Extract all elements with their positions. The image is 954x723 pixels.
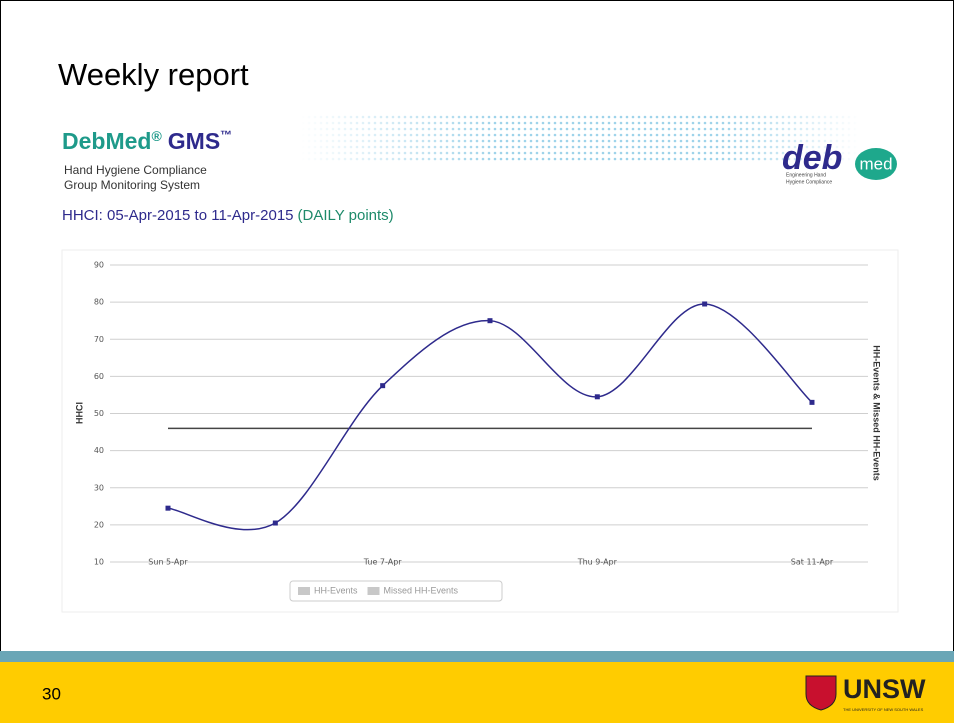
brand-reg: ®: [151, 128, 162, 144]
legend-swatch: [367, 587, 380, 595]
brand-product: GMS: [168, 128, 220, 154]
y-tick-label: 80: [94, 298, 104, 307]
mode-text: (DAILY points): [298, 207, 394, 224]
y-tick-label: 90: [94, 261, 104, 270]
y-tick-label: 50: [94, 409, 104, 418]
x-tick-label: Sat 11-Apr: [791, 558, 834, 567]
x-tick-label: Sun 5-Apr: [148, 558, 188, 567]
unsw-shield: [805, 675, 837, 711]
point: [702, 301, 708, 307]
logo-deb: deb: [782, 139, 842, 177]
report-range: HHCI: 05-Apr-2015 to 11-Apr-2015 (DAILY p…: [62, 207, 394, 224]
unsw-name: UNSW: [843, 674, 926, 704]
point: [380, 383, 386, 389]
footer-band: [0, 662, 954, 723]
legend-box: [289, 580, 503, 602]
y-axis-label: HHCI: [74, 402, 84, 424]
brand-tm: ™: [220, 128, 232, 142]
logo-caption: Hygiene Compliance: [786, 179, 832, 185]
point: [272, 520, 278, 526]
legend-label: Missed HH-Events: [384, 585, 459, 595]
brand-line: Hand Hygiene Compliance: [64, 163, 207, 177]
dot-fade: [300, 114, 860, 162]
point: [594, 394, 600, 400]
range-text: HHCI: 05-Apr-2015 to 11-Apr-2015: [62, 207, 294, 224]
y-tick-label: 20: [94, 520, 104, 529]
unsw-caption: THE UNIVERSITY OF NEW SOUTH WALES: [843, 707, 924, 712]
point: [165, 505, 171, 511]
y-tick-label: 60: [94, 372, 104, 381]
y-tick-label: 70: [94, 335, 104, 344]
legend-swatch: [298, 587, 310, 595]
plot: 10 20 30 40 50 60 70 80 90 Sun 5-Apr Tue 7-Apr Thu …: [94, 261, 868, 567]
brand-line: Group Monitoring System: [64, 178, 200, 192]
logo-circle: [855, 148, 897, 180]
slide-title: Weekly report: [58, 57, 249, 92]
logo-caption: Engineering Hand: [786, 172, 826, 178]
point: [487, 318, 493, 324]
brand-word: DebMed: [62, 128, 151, 154]
y2-axis-label: HH-Events & Missed HH-Events: [872, 345, 882, 481]
page-number: 30: [42, 684, 61, 703]
logo-med: med: [859, 154, 892, 173]
x-tick-label: Thu 9-Apr: [577, 558, 618, 567]
y-tick-label: 40: [94, 446, 104, 455]
x-tick-label: Tue 7-Apr: [363, 558, 403, 567]
footer-strip: [0, 651, 954, 662]
legend-label: HH-Events: [314, 585, 358, 595]
y-tick-label: 10: [94, 558, 104, 567]
point: [809, 399, 815, 405]
y-tick-label: 30: [94, 483, 104, 492]
brand-name: DebMed® GMS™: [62, 128, 232, 154]
chart-frame: [61, 249, 899, 613]
